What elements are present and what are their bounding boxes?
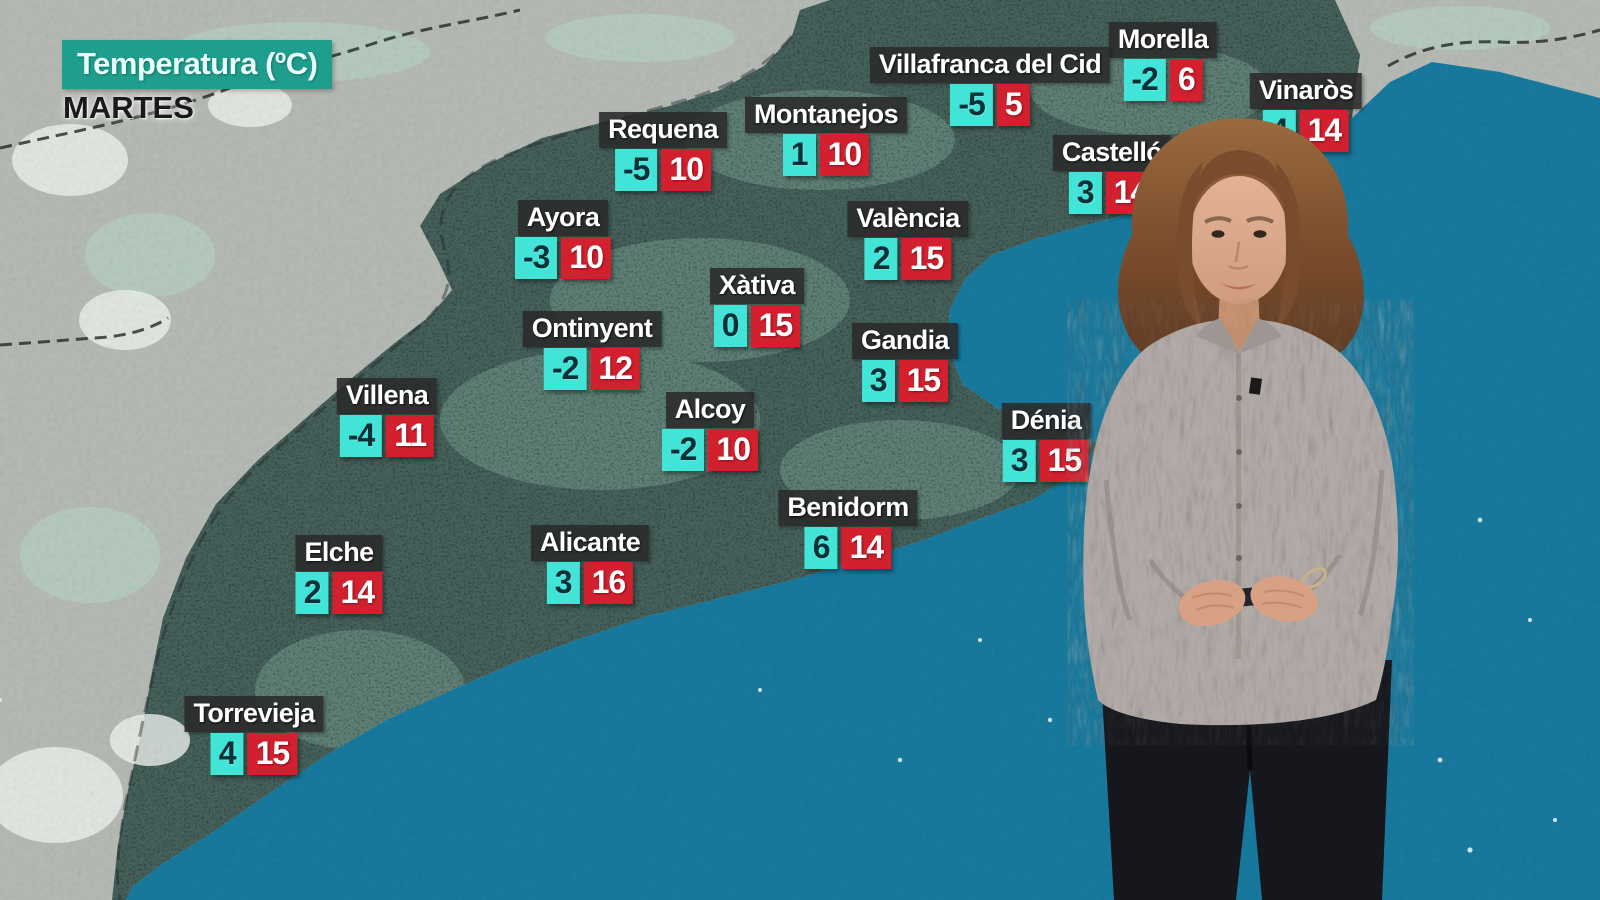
city-name-label: Benidorm [778, 490, 918, 527]
city-label-valencia: València 2 15 [847, 201, 969, 281]
max-temperature-value: 15 [750, 305, 801, 348]
min-temperature-value: -5 [614, 149, 658, 192]
city-label-ayora: Ayora -3 10 [514, 200, 612, 280]
city-name-label: Torrevieja [184, 696, 324, 733]
max-temperature-value: 14 [841, 527, 892, 570]
max-temperature-value: 16 [583, 562, 634, 605]
max-temperature-value: 10 [708, 429, 759, 472]
min-temperature-value: -5 [950, 84, 993, 127]
min-temperature-value: -2 [661, 429, 705, 472]
city-label-elche: Elche 2 14 [295, 535, 383, 615]
min-temperature-value: 4 [210, 733, 244, 776]
city-label-villafranca-del-cid: Villafranca del Cid -5 5 [869, 47, 1111, 127]
city-label-gandia: Gandia 3 15 [852, 323, 958, 403]
min-temperature-value: -2 [1123, 59, 1166, 102]
max-temperature-value: 15 [898, 360, 949, 403]
max-temperature-value: 14 [1299, 110, 1350, 153]
max-temperature-value: 10 [561, 237, 612, 280]
max-temperature-value: 14 [1105, 172, 1156, 215]
city-temperatures: 6 14 [778, 527, 917, 570]
city-temperatures: 2 14 [295, 572, 383, 615]
city-name-label: València [847, 201, 969, 238]
city-name-label: Villafranca del Cid [869, 47, 1111, 84]
city-name-label: Gandia [852, 323, 958, 360]
map-title: Temperatura (ºC) [62, 40, 333, 89]
city-label-vinaros: Vinaròs 4 14 [1249, 73, 1363, 153]
forecast-day-label: MARTES [63, 90, 194, 125]
min-temperature-value: 3 [1002, 440, 1036, 483]
city-name-label: Requena [599, 112, 727, 149]
city-name-label: Xàtiva [710, 268, 804, 305]
city-temperatures: 2 15 [847, 238, 968, 281]
max-temperature-value: 15 [247, 733, 298, 776]
city-temperatures: 0 15 [710, 305, 804, 348]
city-temperatures: -2 10 [661, 429, 759, 472]
city-temperatures: 3 16 [531, 562, 649, 605]
city-name-label: Castelló [1052, 135, 1172, 172]
city-label-alicante: Alicante 3 16 [530, 525, 650, 605]
city-label-castello: Castelló 3 14 [1052, 135, 1172, 215]
city-name-label: Villena [336, 378, 438, 415]
city-temperatures: 3 15 [1002, 440, 1091, 483]
city-label-denia: Dénia 3 15 [1001, 403, 1091, 483]
max-temperature-value: 6 [1169, 59, 1203, 102]
city-label-villena: Villena -4 11 [336, 378, 438, 458]
min-temperature-value: 3 [861, 360, 895, 403]
city-temperatures: 3 15 [852, 360, 958, 403]
city-name-label: Alcoy [665, 392, 755, 429]
city-temperatures: 4 15 [184, 733, 323, 776]
max-temperature-value: 10 [661, 149, 712, 192]
min-temperature-value: -3 [514, 237, 558, 280]
city-name-label: Montanejos [744, 97, 908, 134]
min-temperature-value: 3 [1068, 172, 1102, 215]
city-label-benidorm: Benidorm 6 14 [778, 490, 918, 570]
city-name-label: Elche [295, 535, 383, 572]
city-name-label: Ayora [517, 200, 609, 237]
min-temperature-value: 3 [546, 562, 580, 605]
city-label-torrevieja: Torrevieja 4 15 [184, 696, 324, 776]
max-temperature-value: 11 [386, 415, 435, 458]
city-temperatures: -5 10 [599, 149, 727, 192]
city-temperatures: 1 10 [745, 134, 907, 177]
city-label-requena: Requena -5 10 [599, 112, 727, 192]
max-temperature-value: 5 [996, 84, 1030, 127]
min-temperature-value: 0 [713, 305, 747, 348]
city-temperatures: -2 12 [523, 348, 662, 391]
city-name-label: Vinaròs [1249, 73, 1363, 110]
min-temperature-value: 4 [1262, 110, 1296, 153]
max-temperature-value: 14 [332, 572, 383, 615]
max-temperature-value: 10 [819, 134, 870, 177]
min-temperature-value: 1 [782, 134, 816, 177]
min-temperature-value: 6 [804, 527, 838, 570]
min-temperature-value: 2 [295, 572, 329, 615]
max-temperature-value: 12 [590, 348, 641, 391]
city-label-alcoy: Alcoy -2 10 [661, 392, 759, 472]
city-temperatures: -5 5 [870, 84, 1110, 127]
city-temperatures: 4 14 [1250, 110, 1362, 153]
min-temperature-value: -4 [339, 415, 383, 458]
city-label-montanejos: Montanejos 1 10 [744, 97, 908, 177]
city-name-label: Ontinyent [522, 311, 662, 348]
city-label-xativa: Xàtiva 0 15 [710, 268, 804, 348]
city-label-morella: Morella -2 6 [1108, 22, 1218, 102]
max-temperature-value: 15 [901, 238, 952, 281]
max-temperature-value: 15 [1039, 440, 1090, 483]
city-temperatures: 3 14 [1053, 172, 1171, 215]
city-name-label: Dénia [1001, 403, 1091, 440]
city-name-label: Morella [1108, 22, 1218, 59]
city-label-ontinyent: Ontinyent -2 12 [522, 311, 662, 391]
city-name-label: Alicante [530, 525, 650, 562]
city-temperatures: -2 6 [1109, 59, 1217, 102]
min-temperature-value: 2 [864, 238, 898, 281]
city-temperatures: -3 10 [514, 237, 612, 280]
min-temperature-value: -2 [543, 348, 587, 391]
city-temperatures: -4 11 [337, 415, 437, 458]
